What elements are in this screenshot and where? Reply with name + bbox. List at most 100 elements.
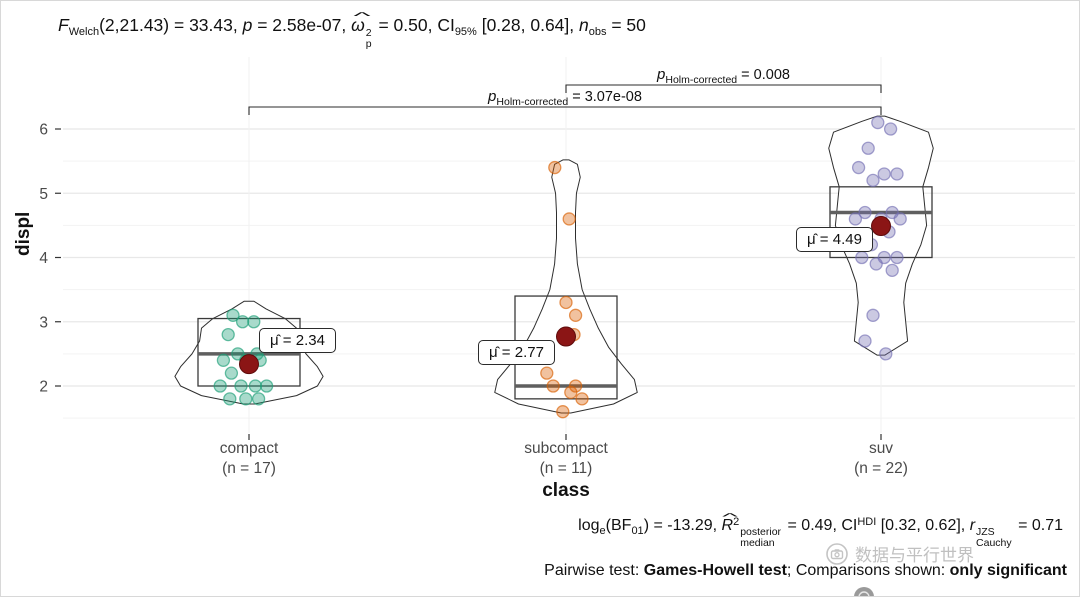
title-n: n: [579, 15, 589, 35]
data-point: [235, 315, 250, 329]
cap-r-scripts: JZS Cauchy: [976, 525, 1012, 549]
cap-ci-sup: HDI: [857, 516, 877, 528]
data-point: [239, 392, 253, 406]
y-tick-label: 3: [39, 314, 48, 331]
cap-r2-sup: 2: [733, 516, 740, 528]
title-ci: CI: [437, 15, 455, 35]
data-point: [885, 263, 899, 278]
data-point: [548, 160, 562, 175]
title-ci-val: [0.28, 0.64],: [476, 15, 579, 35]
data-point: [893, 212, 907, 226]
cap-r2-hat-group: ^ R2: [721, 512, 740, 535]
y-tick-label: 4: [39, 250, 48, 267]
title-omega-val: = 0.50,: [373, 15, 438, 35]
title-ci-sub: 95%: [454, 26, 477, 38]
watermark-partial: [853, 586, 875, 596]
mean-label-compact: μ̂ = 2.34: [259, 328, 336, 354]
data-point: [221, 327, 235, 342]
cap-r: r: [969, 517, 976, 534]
mean-dot-compact: [239, 354, 259, 375]
title-omega-sup: 2: [365, 26, 372, 39]
cap-r-top: JZS: [976, 525, 995, 538]
data-point: [861, 141, 875, 155]
pairwise-mid: ; Comparisons shown:: [786, 562, 950, 579]
title-n-val: = 50: [606, 15, 646, 35]
data-point: [546, 379, 560, 393]
data-point: [559, 295, 573, 310]
title-n-sub: obs: [588, 26, 607, 38]
y-tick-label: 2: [39, 379, 48, 396]
mean-dot-suv: [871, 216, 891, 237]
data-point: [866, 308, 880, 322]
data-point: [216, 353, 231, 367]
title-p: p: [242, 15, 253, 35]
data-point: [858, 205, 872, 220]
cap-r2-val: = 0.49,: [783, 517, 842, 534]
data-point: [226, 308, 240, 322]
x-tick-n-subcompact: (n = 11): [540, 460, 593, 477]
cap-ci-val: [0.32, 0.62],: [876, 517, 970, 534]
hat-accent: ^: [722, 511, 739, 523]
y-tick-label: 6: [39, 122, 48, 139]
pairwise-caption: Pairwise test: Games-Howell test; Compar…: [544, 562, 1067, 580]
data-point: [224, 366, 239, 380]
cap-r2: R: [721, 517, 734, 534]
data-point: [866, 173, 880, 188]
cap-r-val: = 0.71: [1013, 517, 1063, 534]
data-point: [575, 392, 589, 406]
watermark: 数据与平行世界: [825, 541, 974, 566]
cap-ci: CI: [841, 517, 858, 534]
watermark-logo-icon: [826, 542, 848, 565]
data-point: [259, 379, 274, 393]
box-plot-suv: [829, 186, 933, 259]
bayes-caption: loge(BF01) = -13.29, ^ R2 posterior median …: [578, 512, 1063, 549]
watermark-text: 数据与平行世界: [855, 546, 974, 565]
data-point: [540, 366, 554, 380]
mean-label-suv: μ̂ = 4.49: [796, 227, 873, 253]
y-tick-label: 5: [39, 186, 48, 203]
x-tick-label-suv: suv: [869, 440, 893, 457]
hat-accent: ^: [353, 10, 371, 22]
cap-log: log: [578, 517, 600, 534]
cap-bf-sub: 01: [631, 525, 644, 537]
x-tick-label-subcompact: subcompact: [524, 440, 608, 457]
mean-dot-subcompact: [556, 326, 576, 347]
significance-label: pHolm-corrected = 0.008: [656, 66, 790, 86]
data-point: [564, 385, 578, 400]
cap-r-bot: Cauchy: [976, 536, 1012, 549]
data-point: [851, 160, 866, 175]
data-point: [213, 379, 227, 393]
cap-bf-val: ) = -13.29,: [643, 517, 722, 534]
data-point: [251, 392, 266, 406]
pairwise-shown: only significant: [949, 562, 1067, 579]
data-point: [871, 115, 885, 130]
title-f: F: [58, 15, 69, 35]
title-f-args: (2,21.43) = 33.43,: [99, 15, 243, 35]
cap-r2-top: posterior: [740, 525, 782, 538]
data-point: [248, 379, 263, 393]
cap-log-sub: e: [599, 525, 606, 537]
data-point: [890, 167, 904, 181]
cap-r2-scripts: posterior median: [740, 525, 782, 549]
title-omega-hat-group: ^ ω 2 p: [351, 10, 373, 50]
data-point: [883, 122, 898, 136]
pairwise-test-name: Games-Howell test: [643, 562, 787, 579]
data-point: [890, 250, 904, 265]
data-point: [247, 315, 261, 329]
cap-bf-open: (BF: [605, 517, 632, 534]
watermark-partial-icon: [854, 587, 874, 596]
data-point: [562, 212, 576, 226]
data-point: [234, 379, 248, 393]
title-p-val: = 2.58e-07,: [252, 15, 352, 35]
data-point: [568, 308, 583, 322]
violin-shape-subcompact: [494, 159, 638, 414]
title-f-sub: Welch: [68, 26, 100, 38]
data-point: [858, 334, 872, 348]
title-omega-sub: p: [365, 37, 372, 50]
significance-label: pHolm-corrected = 3.07e-08: [487, 88, 642, 108]
significance-bracket: [565, 84, 882, 93]
mean-label-subcompact: μ̂ = 2.77: [478, 339, 555, 365]
